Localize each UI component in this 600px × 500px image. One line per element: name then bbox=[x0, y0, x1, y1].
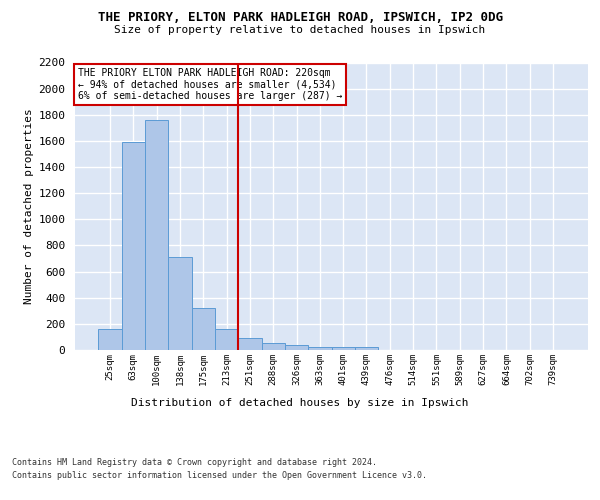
Bar bbox=[215, 329, 238, 350]
Text: Distribution of detached houses by size in Ipswich: Distribution of detached houses by size … bbox=[131, 398, 469, 407]
Text: Contains public sector information licensed under the Open Government Licence v3: Contains public sector information licen… bbox=[12, 472, 427, 480]
Text: Contains HM Land Registry data © Crown copyright and database right 2024.: Contains HM Land Registry data © Crown c… bbox=[12, 458, 377, 467]
Bar bbox=[331, 348, 355, 350]
Bar bbox=[145, 120, 168, 350]
Text: THE PRIORY, ELTON PARK HADLEIGH ROAD, IPSWICH, IP2 0DG: THE PRIORY, ELTON PARK HADLEIGH ROAD, IP… bbox=[97, 11, 503, 24]
Bar bbox=[191, 308, 215, 350]
Y-axis label: Number of detached properties: Number of detached properties bbox=[24, 108, 34, 304]
Text: Size of property relative to detached houses in Ipswich: Size of property relative to detached ho… bbox=[115, 25, 485, 35]
Text: THE PRIORY ELTON PARK HADLEIGH ROAD: 220sqm
← 94% of detached houses are smaller: THE PRIORY ELTON PARK HADLEIGH ROAD: 220… bbox=[77, 68, 342, 102]
Bar bbox=[98, 329, 122, 350]
Bar bbox=[308, 346, 331, 350]
Bar bbox=[168, 257, 191, 350]
Bar bbox=[355, 348, 378, 350]
Bar bbox=[122, 142, 145, 350]
Bar bbox=[238, 338, 262, 350]
Bar bbox=[262, 343, 285, 350]
Bar bbox=[285, 346, 308, 350]
